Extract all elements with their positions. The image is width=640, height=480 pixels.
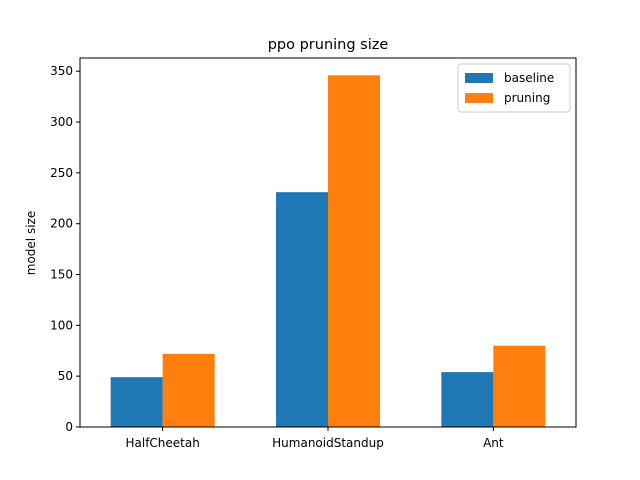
legend-swatch-baseline	[465, 73, 493, 83]
plot-frame	[79, 57, 577, 428]
x-axis-ticks: HalfCheetah HumanoidStandup Ant	[125, 427, 504, 450]
bar-baseline-HalfCheetah	[110, 377, 163, 427]
bar-pruning-HumanoidStandup	[328, 75, 380, 427]
legend-label-pruning: pruning	[504, 91, 550, 105]
bar-pruning-Ant	[493, 345, 546, 427]
x-tick-label: Ant	[483, 436, 504, 450]
x-tick-label: HalfCheetah	[125, 436, 199, 450]
y-axis-label: model size	[24, 211, 38, 275]
y-tick-label: 50	[58, 369, 73, 383]
bar-pruning-HalfCheetah	[162, 353, 215, 427]
chart-title: ppo pruning size	[268, 37, 389, 53]
bar-baseline-Ant	[441, 372, 494, 427]
y-tick-label: 200	[50, 217, 73, 231]
y-tick-label: 250	[50, 166, 73, 180]
legend: baseline pruning	[457, 63, 571, 113]
x-tick-label: HumanoidStandup	[272, 436, 384, 450]
bars	[110, 75, 546, 427]
y-tick-label: 0	[65, 420, 73, 434]
legend-label-baseline: baseline	[504, 71, 554, 85]
y-tick-label: 350	[50, 64, 73, 78]
bar-baseline-HumanoidStandup	[276, 192, 328, 427]
y-axis-ticks: 0 50 100 150 200 250 300 350	[50, 64, 80, 434]
y-tick-label: 300	[50, 115, 73, 129]
y-tick-label: 100	[50, 318, 73, 332]
legend-swatch-pruning	[465, 93, 493, 103]
y-tick-label: 150	[50, 268, 73, 282]
